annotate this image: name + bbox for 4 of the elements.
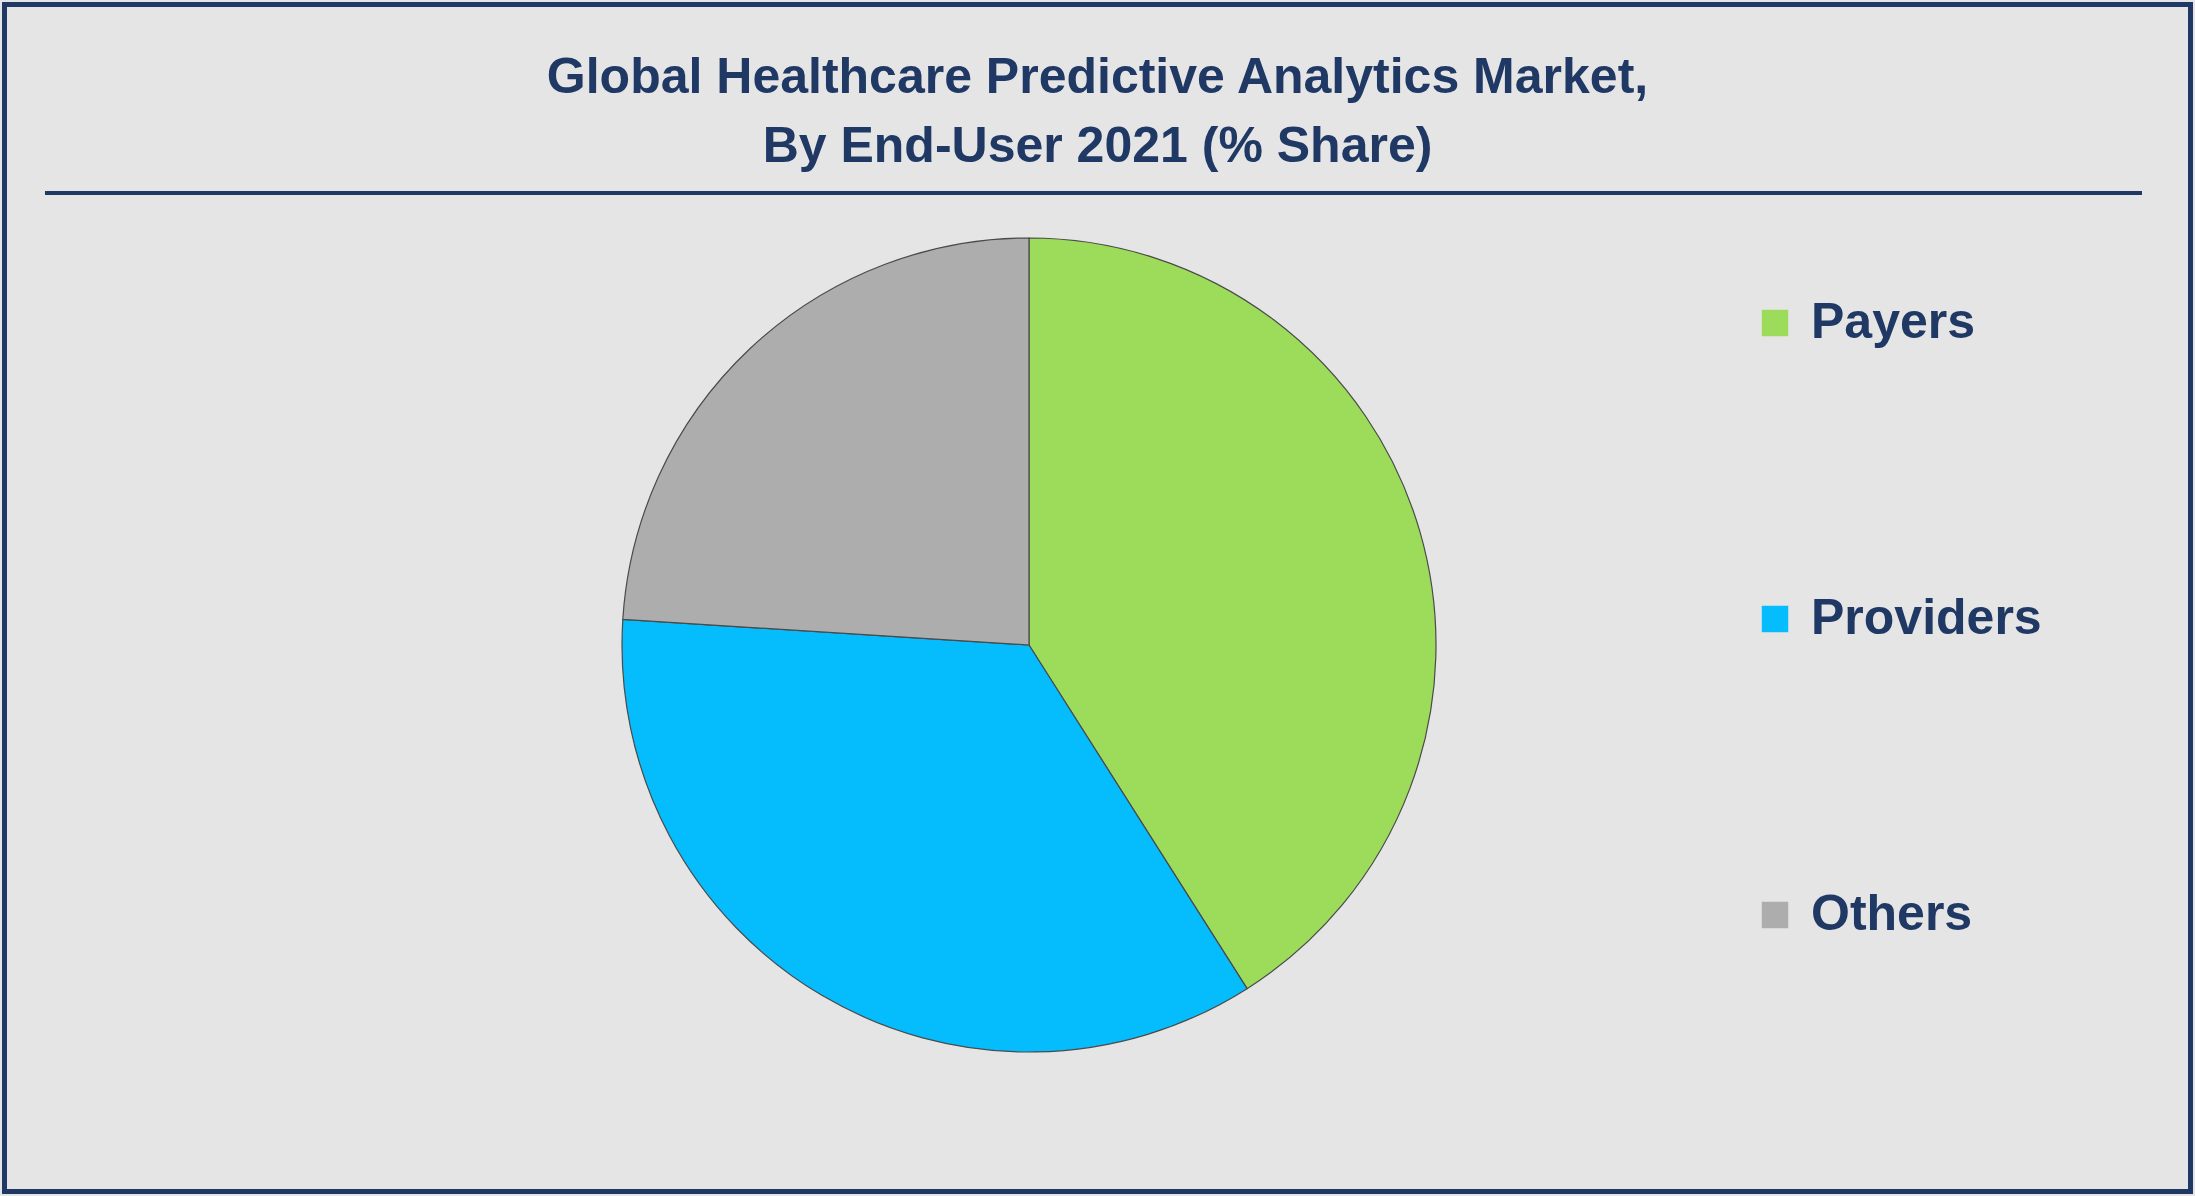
legend-label: Providers	[1811, 589, 2042, 645]
legend-label: Others	[1811, 885, 1973, 941]
chart-title: Global Healthcare Predictive Analytics Market, By End-User 2021 (% Share)	[546, 48, 1649, 173]
legend-label: Payers	[1811, 293, 1976, 349]
